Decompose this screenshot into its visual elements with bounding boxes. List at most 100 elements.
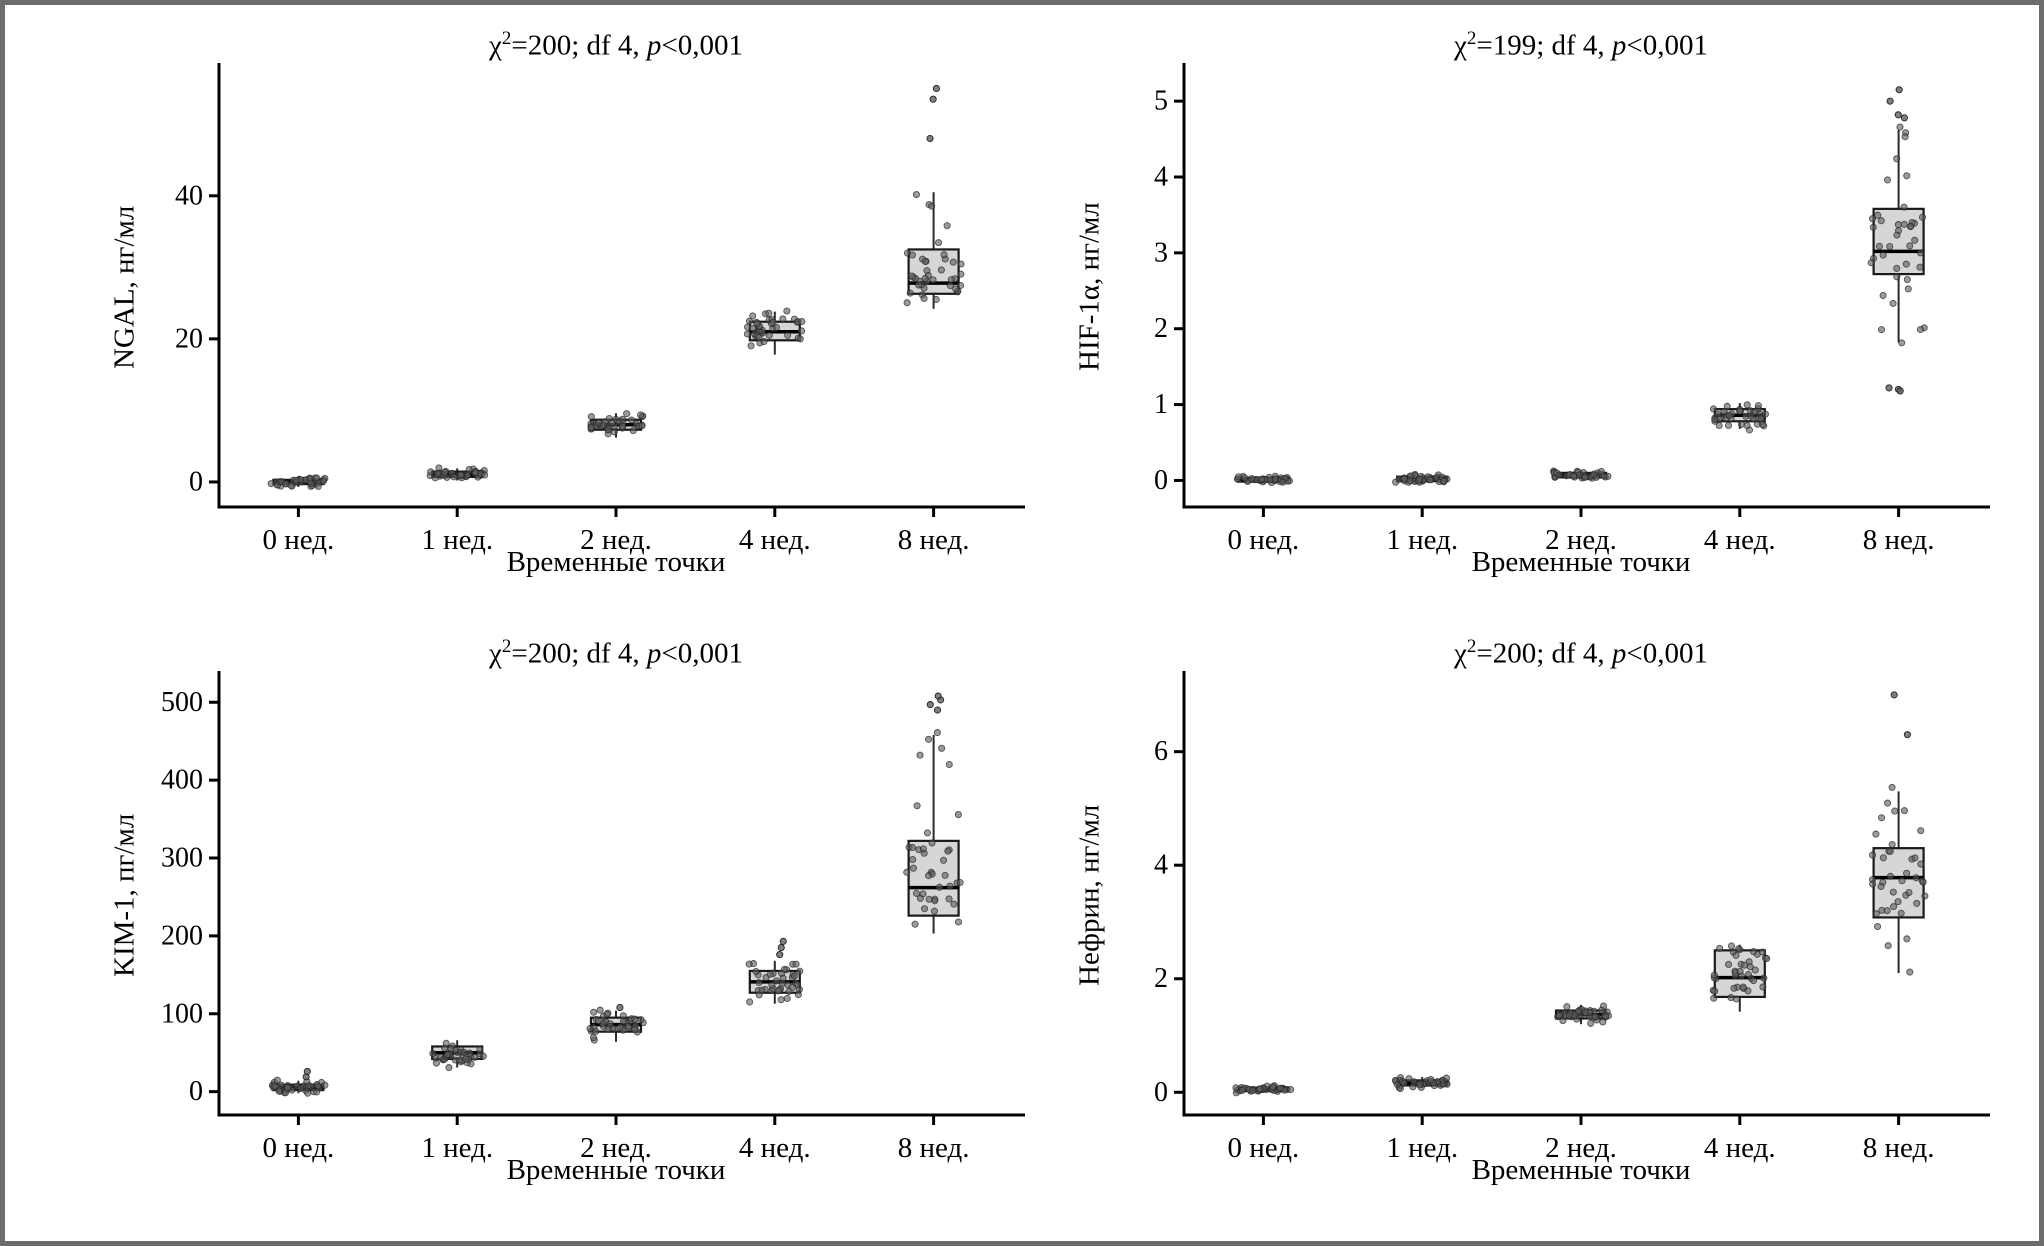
data-point [1739, 983, 1747, 991]
data-point [933, 729, 941, 737]
data-point [783, 994, 791, 1003]
data-point [747, 342, 755, 350]
data-point [313, 1088, 321, 1096]
data-point [1287, 1085, 1295, 1094]
data-point [1716, 944, 1724, 952]
data-point [304, 1089, 312, 1097]
data-point [950, 900, 958, 908]
outlier-point [1903, 731, 1911, 739]
data-point [1898, 877, 1906, 885]
data-point [903, 868, 911, 876]
data-point [913, 802, 921, 810]
data-point [1565, 1011, 1573, 1020]
data-point [1886, 872, 1894, 880]
box-group-2 [587, 410, 647, 438]
data-point [938, 744, 946, 752]
p-value-text: <0,001 [1626, 29, 1709, 62]
stats-text: =199; df 4, [1476, 29, 1612, 62]
outlier-point [934, 692, 942, 700]
data-point [798, 318, 806, 326]
x-category-label: 0 нед. [263, 1132, 335, 1164]
data-point [1921, 892, 1929, 900]
box-group-3 [1709, 401, 1770, 434]
box-group-4 [903, 84, 965, 309]
x-category-label: 4 нед. [739, 524, 811, 556]
data-point [749, 312, 757, 320]
data-point [912, 889, 920, 897]
data-point [1879, 251, 1887, 259]
data-point [925, 895, 933, 903]
data-point [954, 811, 962, 819]
data-point [444, 1051, 452, 1059]
data-point [929, 276, 937, 284]
data-point [1872, 910, 1880, 918]
data-point [441, 1044, 449, 1052]
data-point [476, 1045, 484, 1054]
data-point [1400, 475, 1408, 483]
data-point [920, 905, 929, 913]
data-point [1902, 260, 1910, 268]
chi-superscript: 2 [501, 28, 512, 49]
data-point [1869, 851, 1877, 859]
data-point [957, 281, 965, 290]
data-point [1897, 909, 1905, 917]
data-point [314, 482, 322, 490]
data-point [915, 281, 923, 289]
y-tick-label: 2 [1154, 963, 1168, 994]
data-point [594, 1017, 602, 1025]
y-tick-label: 2 [1154, 313, 1168, 344]
data-point [306, 474, 314, 482]
data-point [903, 299, 911, 307]
y-tick-label: 1 [1154, 389, 1168, 420]
data-point [1888, 840, 1896, 849]
data-point [766, 970, 774, 978]
data-point [1869, 880, 1877, 888]
data-point [952, 285, 960, 293]
y-tick-label: 0 [1154, 465, 1168, 496]
data-point [947, 276, 955, 284]
data-point [596, 1006, 604, 1014]
data-point [783, 307, 791, 315]
x-category-label: 0 нед. [1228, 524, 1300, 556]
data-point [1735, 945, 1743, 953]
data-point [946, 882, 954, 890]
x-category-label: 4 нед. [1704, 1132, 1776, 1164]
data-point [1874, 922, 1882, 931]
data-point [460, 1048, 468, 1056]
data-point [753, 319, 761, 328]
data-point [755, 978, 763, 987]
data-point [314, 1082, 322, 1090]
data-point [1877, 814, 1886, 822]
data-point [1736, 407, 1744, 415]
stats-text: =200; df 4, [511, 29, 647, 62]
data-point [1919, 878, 1927, 886]
y-tick-label: 300 [161, 843, 203, 874]
y-tick-label: 6 [1154, 736, 1168, 767]
boxplot-canvas-hif1a: 0 1 2 3 4 5 0 нед. 1 нед. 2 нед. 4 нед. 8 нед. Врем… [1154, 63, 1990, 578]
data-point [606, 1020, 614, 1028]
data-point [796, 967, 804, 975]
data-point [944, 847, 952, 855]
data-point [755, 333, 763, 341]
data-point [627, 416, 636, 424]
data-point [1556, 471, 1564, 479]
y-tick-label: 200 [161, 920, 203, 951]
data-point [457, 471, 465, 479]
data-point [1442, 1074, 1451, 1082]
data-point [1889, 299, 1897, 307]
data-point [1427, 1075, 1435, 1084]
outlier-point [1890, 691, 1898, 699]
data-point [1917, 249, 1925, 257]
data-point [1911, 854, 1919, 862]
p-symbol: p [1611, 29, 1627, 62]
data-point [1875, 242, 1884, 250]
p-symbol: p [646, 637, 662, 670]
chart-title-nephrin: χ2=200; df 4, p<0,001 [1151, 627, 2011, 670]
data-point [1894, 221, 1902, 229]
y-tick-label: 500 [161, 687, 203, 718]
p-value-text: <0,001 [661, 637, 744, 670]
data-point [794, 991, 802, 999]
p-symbol: p [646, 29, 662, 62]
data-point [941, 871, 949, 879]
data-point [471, 1053, 479, 1061]
